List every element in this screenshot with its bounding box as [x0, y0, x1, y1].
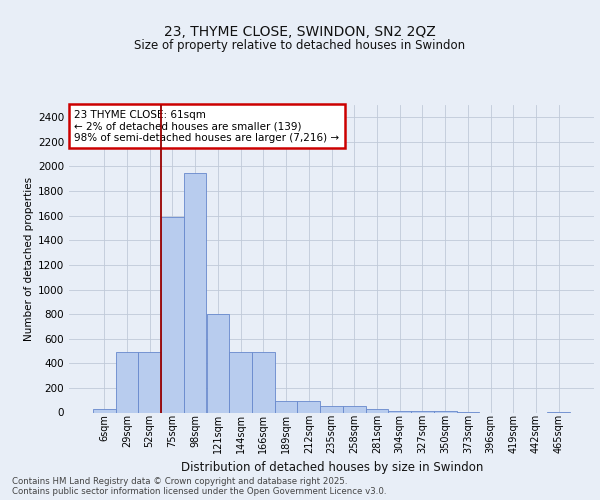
Bar: [184, 172, 206, 412]
Bar: [343, 406, 365, 412]
Text: Contains HM Land Registry data © Crown copyright and database right 2025.: Contains HM Land Registry data © Crown c…: [12, 476, 347, 486]
Y-axis label: Number of detached properties: Number of detached properties: [24, 176, 34, 341]
Bar: [229, 352, 252, 412]
Bar: [411, 410, 434, 412]
Text: 23 THYME CLOSE: 61sqm
← 2% of detached houses are smaller (139)
98% of semi-deta: 23 THYME CLOSE: 61sqm ← 2% of detached h…: [74, 110, 340, 143]
Text: Distribution of detached houses by size in Swindon: Distribution of detached houses by size …: [181, 461, 483, 474]
Bar: [252, 352, 275, 412]
Bar: [139, 352, 161, 412]
Bar: [365, 409, 388, 412]
Text: Size of property relative to detached houses in Swindon: Size of property relative to detached ho…: [134, 40, 466, 52]
Bar: [298, 401, 320, 412]
Bar: [93, 409, 116, 412]
Bar: [275, 401, 298, 412]
Bar: [116, 352, 139, 412]
Bar: [161, 217, 184, 412]
Text: Contains public sector information licensed under the Open Government Licence v3: Contains public sector information licen…: [12, 486, 386, 496]
Bar: [320, 406, 343, 412]
Bar: [206, 314, 229, 412]
Bar: [388, 410, 411, 412]
Text: 23, THYME CLOSE, SWINDON, SN2 2QZ: 23, THYME CLOSE, SWINDON, SN2 2QZ: [164, 26, 436, 40]
